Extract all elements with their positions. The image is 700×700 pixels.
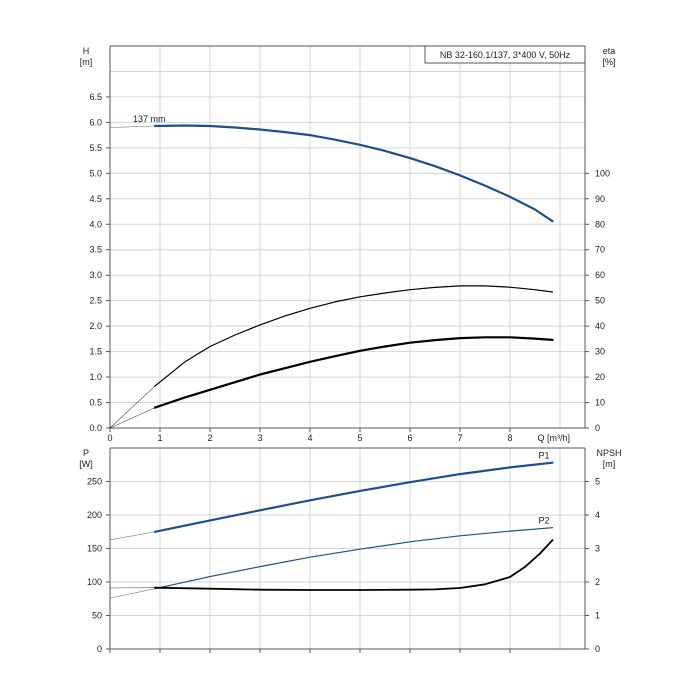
y-axis-label: H	[83, 46, 90, 56]
series-extension-line	[109, 531, 156, 541]
y-right-tick-label: 10	[595, 398, 605, 408]
y-right-tick-label: 0	[595, 644, 600, 654]
y-tick-label: 3.5	[89, 245, 102, 255]
y-right-tick-label: 1	[595, 611, 600, 621]
y-tick-label: 3.0	[89, 270, 102, 280]
y-tick-label: 150	[87, 544, 102, 554]
y-tick-label: 0.0	[89, 423, 102, 433]
x-axis-label: Q [m³/h]	[538, 433, 571, 443]
y-tick-label: 4.5	[89, 194, 102, 204]
series-line	[153, 124, 554, 223]
y-tick-label: 250	[87, 477, 102, 487]
y-tick-label: 5.0	[89, 168, 102, 178]
series-label: P2	[539, 516, 550, 526]
y-tick-label: 0.5	[89, 398, 102, 408]
y-right-tick-label: 4	[595, 510, 600, 520]
x-tick-label: 5	[357, 433, 362, 443]
y-tick-label: 50	[92, 611, 102, 621]
y-right-tick-label: 90	[595, 194, 605, 204]
series-extension-line	[109, 125, 156, 128]
y-right-tick-label: 5	[595, 477, 600, 487]
x-tick-label: 1	[157, 433, 162, 443]
y-right-tick-label: 70	[595, 245, 605, 255]
y-right-axis-unit: [%]	[602, 57, 615, 67]
y-axis-label: P	[83, 448, 89, 458]
y-tick-label: 200	[87, 510, 102, 520]
y-axis-unit: [m]	[80, 57, 93, 67]
x-tick-label: 8	[507, 433, 512, 443]
series-line	[153, 461, 554, 533]
y-tick-label: 6.5	[89, 92, 102, 102]
series-extension-line	[109, 407, 156, 429]
y-right-tick-label: 0	[595, 423, 600, 433]
x-tick-label: 6	[407, 433, 412, 443]
y-tick-label: 0	[97, 644, 102, 654]
series-line	[154, 285, 554, 387]
x-tick-label: 0	[107, 433, 112, 443]
y-right-tick-label: 100	[595, 168, 610, 178]
y-tick-label: 1.0	[89, 372, 102, 382]
y-tick-label: 2.0	[89, 321, 102, 331]
x-tick-label: 4	[307, 433, 312, 443]
y-right-tick-label: 20	[595, 372, 605, 382]
y-tick-label: 5.5	[89, 143, 102, 153]
y-right-tick-label: 40	[595, 321, 605, 331]
y-right-axis-label: eta	[603, 46, 616, 56]
series-line	[154, 527, 554, 590]
title-box	[424, 45, 586, 64]
series-extension-line	[109, 588, 156, 599]
y-right-tick-label: 60	[595, 270, 605, 280]
y-tick-label: 1.5	[89, 347, 102, 357]
y-right-tick-label: 50	[595, 296, 605, 306]
y-tick-label: 100	[87, 577, 102, 587]
y-right-tick-label: 2	[595, 577, 600, 587]
series-line	[153, 336, 554, 409]
series-extension-line	[109, 385, 156, 429]
y-right-tick-label: 3	[595, 544, 600, 554]
chart-title: NB 32-160.1/137, 3*400 V, 50Hz	[440, 50, 571, 60]
series-label: 137 mm	[133, 114, 166, 124]
y-tick-label: 4.0	[89, 219, 102, 229]
y-right-tick-label: 30	[595, 347, 605, 357]
y-right-axis-label: NPSH	[596, 448, 621, 458]
series-label: P1	[539, 451, 550, 461]
series-line	[154, 539, 554, 591]
y-tick-label: 2.5	[89, 296, 102, 306]
y-tick-label: 6.0	[89, 117, 102, 127]
x-tick-label: 3	[257, 433, 262, 443]
x-tick-label: 7	[457, 433, 462, 443]
y-right-tick-label: 80	[595, 219, 605, 229]
y-right-axis-unit: [m]	[603, 459, 616, 469]
y-axis-unit: [W]	[79, 459, 93, 469]
x-tick-label: 2	[207, 433, 212, 443]
